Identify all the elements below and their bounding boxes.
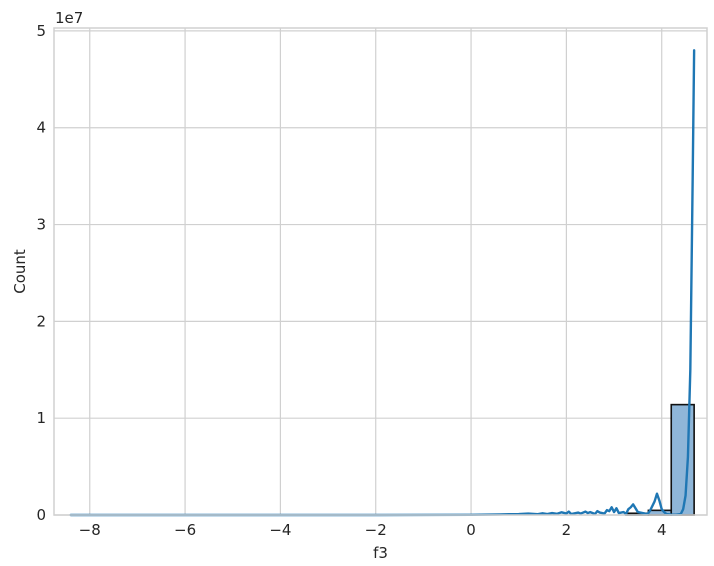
- x-tick-labels: −8 −6 −4 −2 0 2 4: [79, 521, 667, 539]
- histogram-bar: [670, 403, 695, 516]
- y-offset-label: 1e7: [55, 9, 83, 27]
- x-tick-label: −4: [269, 521, 291, 539]
- plot-frame: [53, 27, 708, 516]
- x-tick-label: 4: [657, 521, 667, 539]
- y-tick-label: 0: [36, 506, 46, 524]
- x-tick-label: 0: [466, 521, 476, 539]
- y-tick-label: 4: [36, 119, 46, 137]
- y-tick-label: 5: [36, 22, 46, 40]
- y-tick-labels: 0 1 2 3 4 5: [36, 22, 46, 524]
- y-tick-label: 2: [36, 312, 46, 330]
- grid: [54, 28, 707, 516]
- x-tick-label: 2: [562, 521, 572, 539]
- y-tick-label: 1: [36, 409, 46, 427]
- kde-line: [69, 49, 696, 517]
- x-tick-label: −2: [365, 521, 387, 539]
- y-axis-label: Count: [11, 249, 29, 294]
- y-tick-label: 3: [36, 216, 46, 234]
- x-tick-label: −8: [79, 521, 101, 539]
- x-axis-label: f3: [373, 544, 388, 562]
- kde-curve: [69, 49, 696, 517]
- x-tick-label: −6: [174, 521, 196, 539]
